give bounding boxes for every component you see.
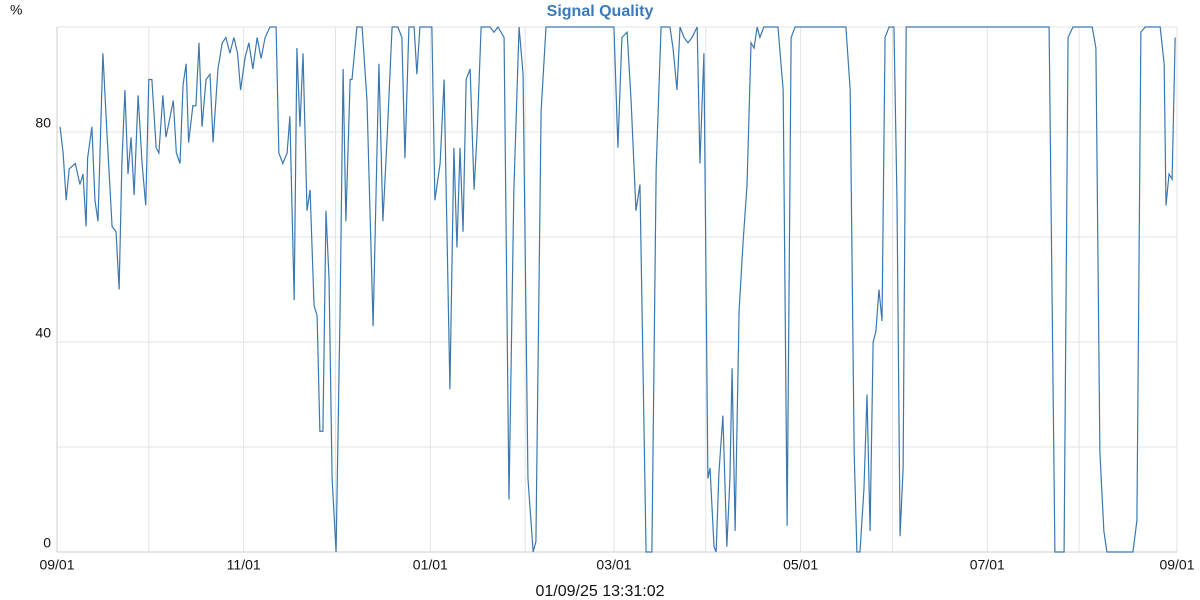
x-tick-label: 01/01 (413, 557, 448, 573)
x-tick-label: 09/01 (39, 557, 74, 573)
footer: 01/09/25 13:31:02 (535, 583, 664, 600)
x-tick-label: 11/01 (227, 557, 261, 573)
y-tick-label: 0 (43, 535, 51, 551)
y-tick-label: 80 (35, 115, 51, 131)
y-axis-label: % (10, 2, 22, 18)
x-tick-label: 05/01 (783, 557, 818, 573)
line (59, 25, 1176, 553)
chart-title: Signal Quality (547, 3, 654, 20)
x-tick-label: 03/01 (596, 557, 631, 573)
x-tick-label: 09/01 (1159, 557, 1194, 573)
x-tick-label: 07/01 (970, 557, 1005, 573)
y-tick-label: 40 (35, 325, 51, 341)
